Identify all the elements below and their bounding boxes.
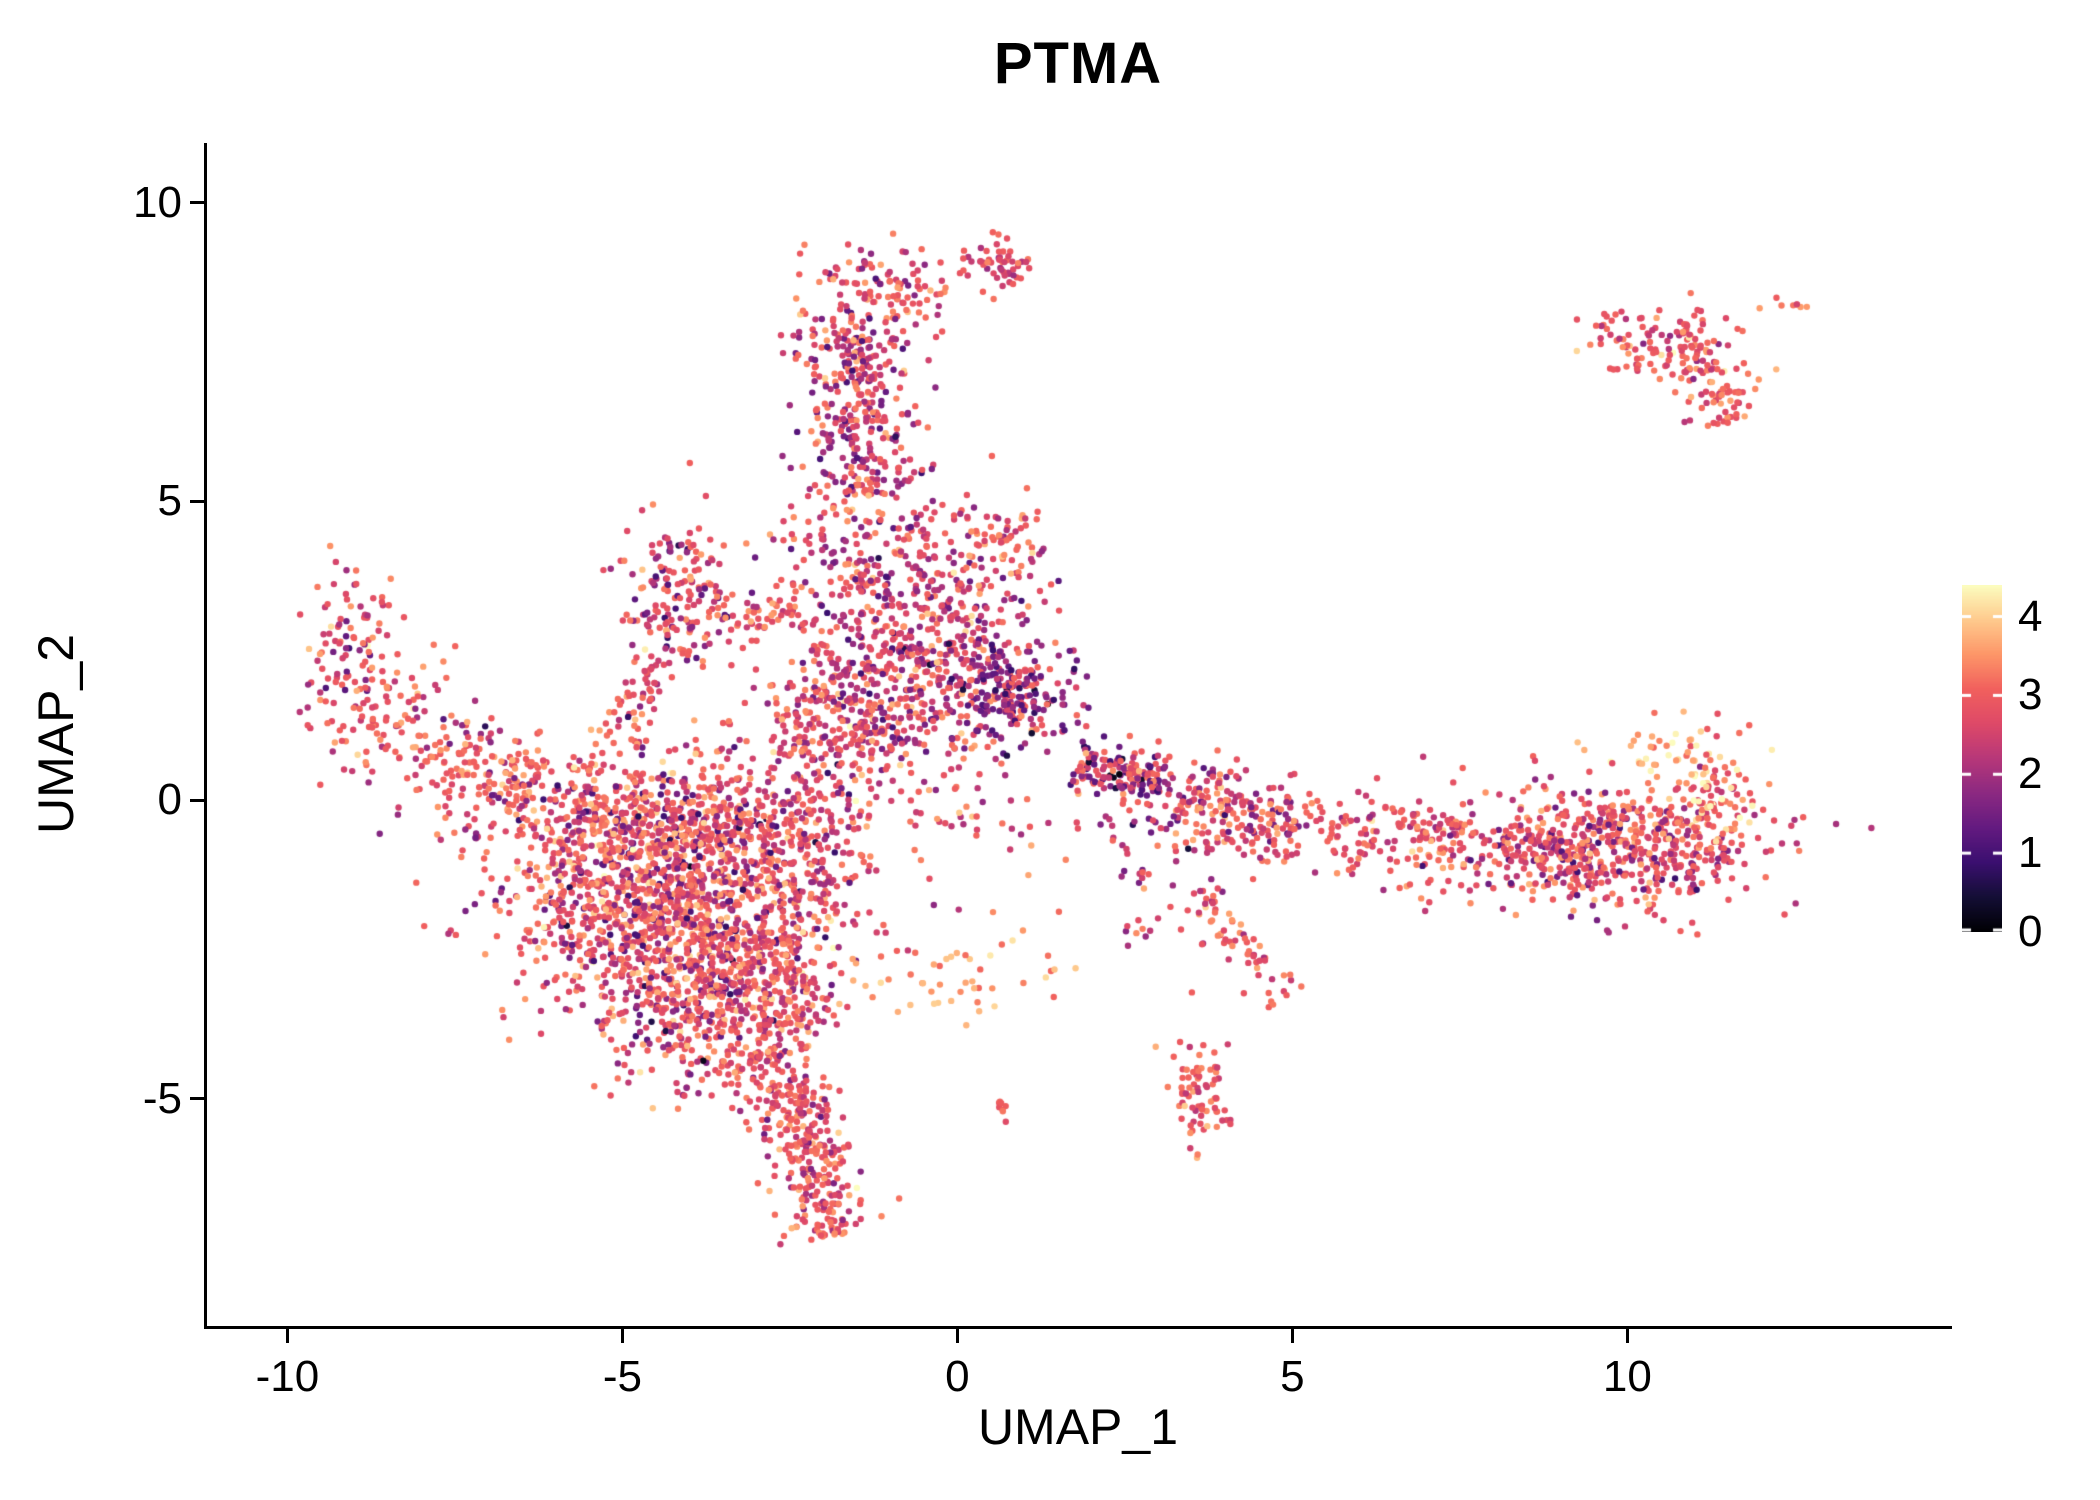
- scatter-canvas: [207, 143, 1949, 1326]
- x-tick-label: -5: [602, 1352, 642, 1401]
- x-tick-label: 10: [1602, 1352, 1652, 1401]
- y-axis-line: [204, 143, 207, 1329]
- colorbar-tick-label: 4: [2018, 591, 2043, 641]
- x-tick-mark: [1290, 1329, 1294, 1343]
- y-tick-label: -5: [142, 1073, 182, 1123]
- y-tick-mark: [190, 1097, 204, 1101]
- colorbar-tick-label: 0: [2018, 907, 2043, 956]
- y-tick-label: 0: [157, 775, 182, 825]
- x-tick-mark: [285, 1329, 289, 1343]
- x-tick-mark: [955, 1329, 959, 1343]
- x-axis-line: [204, 1326, 1952, 1329]
- x-tick-mark: [620, 1329, 624, 1343]
- x-tick-label: 5: [1280, 1352, 1305, 1401]
- x-tick-mark: [1625, 1329, 1629, 1343]
- y-axis-label: UMAP_2: [28, 633, 84, 835]
- colorbar-tick-label: 3: [2018, 670, 2043, 720]
- colorbar-tick-label: 2: [2018, 749, 2043, 799]
- y-tick-mark: [190, 499, 204, 503]
- x-axis-label: UMAP_1: [977, 1399, 1179, 1455]
- y-tick-mark: [190, 798, 204, 802]
- x-tick-label: -10: [255, 1352, 320, 1401]
- colorbar: [1962, 585, 2002, 932]
- y-tick-label: 10: [133, 177, 182, 227]
- chart-title: PTMA: [993, 31, 1163, 96]
- x-tick-label: 0: [945, 1352, 970, 1401]
- y-tick-mark: [190, 201, 204, 205]
- colorbar-tick-label: 1: [2018, 828, 2043, 878]
- y-tick-label: 5: [157, 476, 182, 526]
